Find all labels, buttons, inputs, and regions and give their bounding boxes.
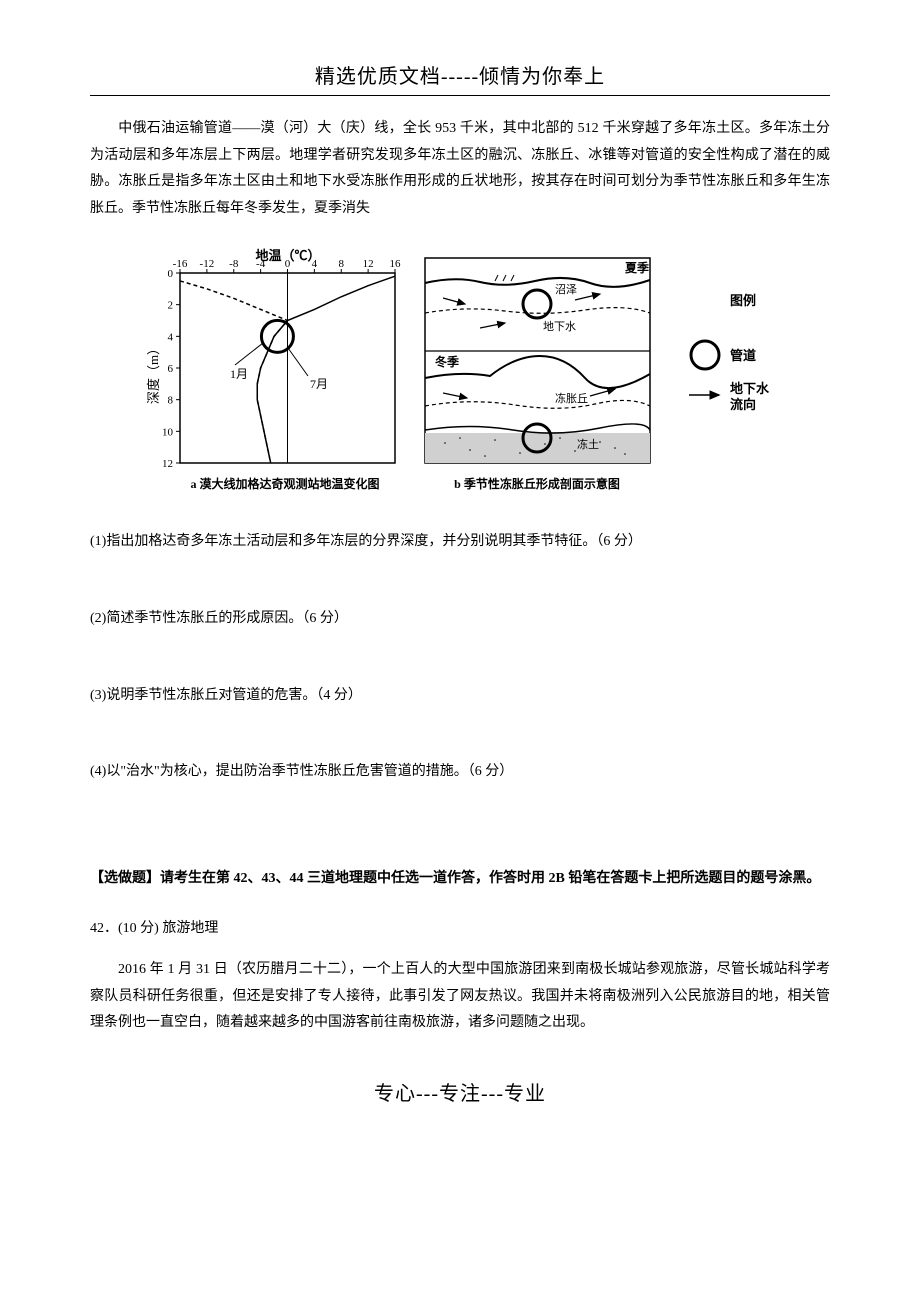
figA-label-jul: 7月 — [310, 377, 328, 391]
figB-label-zhaoze: 沼泽 — [555, 282, 577, 296]
question-2: (2)简述季节性冻胀丘的形成原因。（6 分） — [90, 606, 830, 633]
svg-text:-4: -4 — [256, 258, 266, 270]
svg-text:8: 8 — [339, 258, 345, 270]
q42-heading: 42．(10 分) 旅游地理 — [90, 916, 830, 943]
legend-pipe-icon — [691, 341, 719, 369]
svg-text:16: 16 — [390, 258, 402, 270]
page-footer: 专心---专注---专业 — [90, 1077, 830, 1106]
legend-group: 图例 管道 地下水 流向 — [689, 293, 770, 412]
svg-text:0: 0 — [285, 258, 291, 270]
svg-text:4: 4 — [168, 332, 174, 344]
figA-ylabel: 深度（m） — [146, 342, 161, 404]
legend-flow-label-1: 地下水 — [730, 381, 770, 396]
question-3: (3)说明季节性冻胀丘对管道的危害。（4 分） — [90, 683, 830, 710]
figB-label-summer: 夏季 — [625, 260, 650, 275]
q42-body: 2016 年 1 月 31 日（农历腊月二十二），一个上百人的大型中国旅游团来到… — [90, 957, 830, 1037]
figB-label-mound: 冻胀丘 — [555, 391, 588, 405]
header-divider — [90, 95, 830, 96]
svg-text:-16: -16 — [173, 258, 188, 270]
figB-label-permafrost: 冻土 — [577, 437, 599, 451]
legend-title: 图例 — [730, 293, 756, 308]
figA-pipe-icon — [261, 321, 293, 353]
figB-label-groundwater: 地下水 — [543, 320, 576, 333]
passage-text: 中俄石油运输管道——漠（河）大（庆）线，全长 953 千米，其中北部的 512 … — [90, 116, 830, 222]
figure-svg: 地温（℃） -16-12-8-40481216 024681012 深度（m） … — [130, 240, 790, 500]
figA-caption: a 漠大线加格达奇观测站地温变化图 — [190, 476, 379, 491]
q42-body-text: 2016 年 1 月 31 日（农历腊月二十二），一个上百人的大型中国旅游团来到… — [90, 962, 830, 1030]
svg-text:-12: -12 — [200, 258, 215, 270]
passage-content: 中俄石油运输管道——漠（河）大（庆）线，全长 953 千米，其中北部的 512 … — [90, 121, 830, 216]
legend-flow-label-2: 流向 — [730, 397, 756, 412]
legend-pipe-label: 管道 — [730, 348, 756, 363]
figure-container: 地温（℃） -16-12-8-40481216 024681012 深度（m） … — [90, 240, 830, 505]
figA-curve-jul — [257, 277, 395, 464]
question-1: (1)指出加格达奇多年冻土活动层和多年冻层的分界深度，并分别说明其季节特征。（6… — [90, 529, 830, 556]
svg-text:0: 0 — [168, 268, 174, 280]
svg-text:-8: -8 — [229, 258, 239, 270]
svg-text:10: 10 — [162, 427, 174, 439]
svg-text:12: 12 — [162, 458, 173, 470]
figA-label-jan: 1月 — [230, 367, 248, 381]
svg-text:6: 6 — [168, 363, 174, 375]
svg-text:8: 8 — [168, 395, 174, 407]
svg-text:4: 4 — [312, 258, 318, 270]
question-4: (4)以"治水"为核心，提出防治季节性冻胀丘危害管道的措施。（6 分） — [90, 759, 830, 786]
optional-instruction: 【选做题】请考生在第 42、43、44 三道地理题中任选一道作答，作答时用 2B… — [90, 866, 830, 893]
figB-label-winter: 冬季 — [435, 354, 460, 369]
svg-text:12: 12 — [363, 258, 374, 270]
page-header: 精选优质文档-----倾情为你奉上 — [90, 60, 830, 89]
svg-text:2: 2 — [168, 300, 174, 312]
figB-caption: b 季节性冻胀丘形成剖面示意图 — [454, 476, 620, 491]
